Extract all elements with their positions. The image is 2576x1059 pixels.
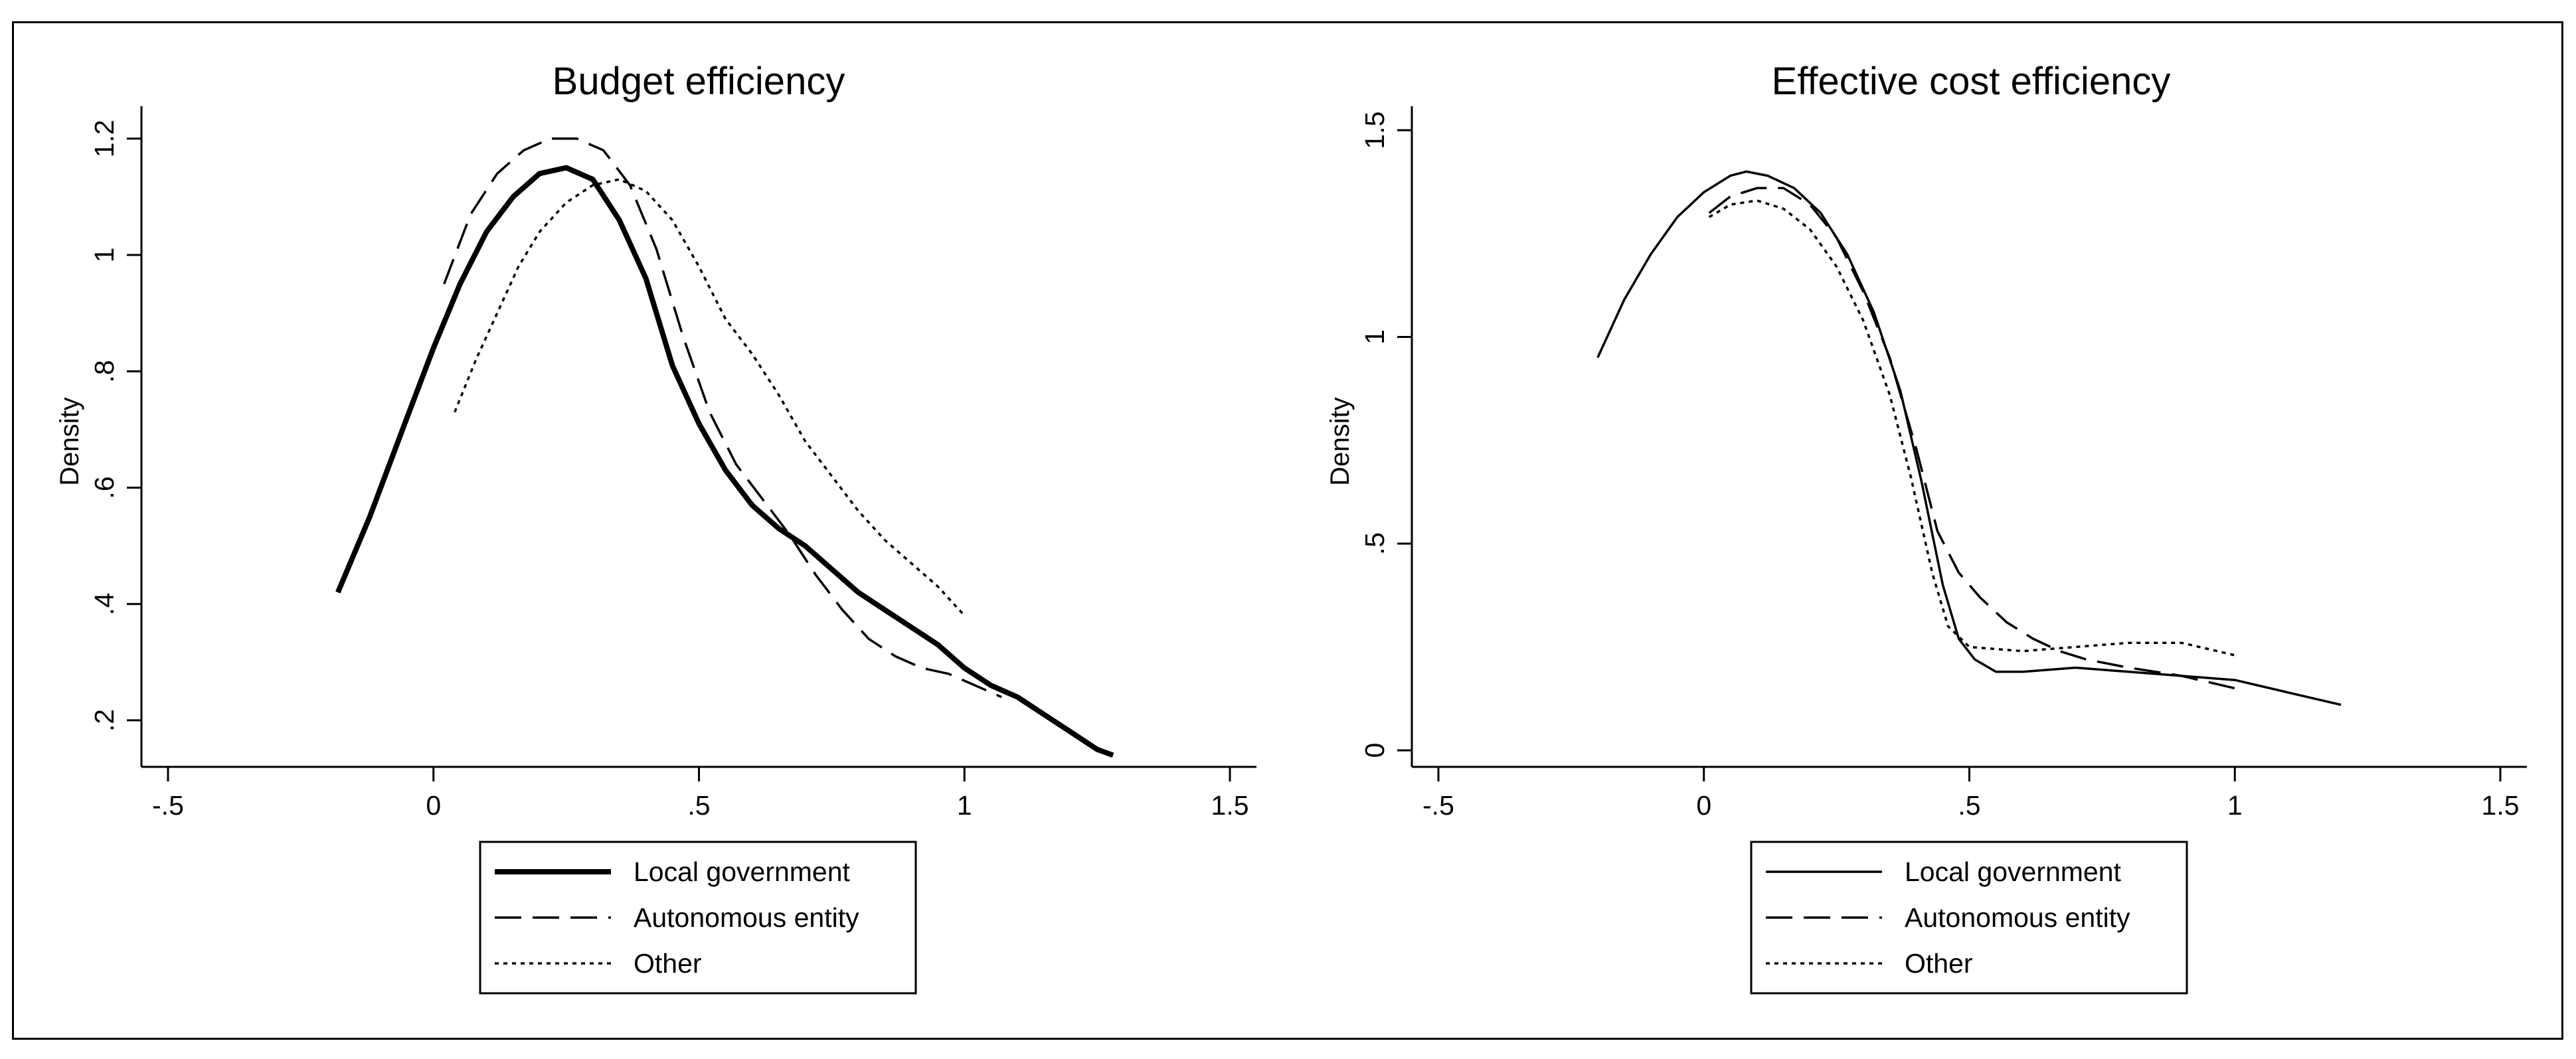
series-line-other — [1708, 199, 2235, 657]
y-tick-label: .4 — [89, 593, 120, 615]
x-tick-label: .5 — [687, 790, 710, 821]
series-line-other — [454, 178, 966, 617]
x-tick-label: 1 — [957, 790, 972, 821]
series-line-autonomous-entity — [1708, 187, 2235, 690]
legend-label-local-government: Local government — [1905, 856, 2122, 887]
legend-label-local-government: Local government — [634, 856, 851, 887]
x-tick-label: 1 — [2227, 790, 2243, 821]
x-tick-label: 0 — [426, 790, 441, 821]
y-axis-label: Density — [1326, 397, 1355, 485]
legend-label-other: Other — [634, 948, 702, 979]
x-tick-label: .5 — [1958, 790, 1980, 821]
y-tick-label: .5 — [1359, 532, 1390, 555]
y-tick-label: .6 — [89, 476, 120, 499]
y-tick-label: .8 — [89, 360, 120, 382]
x-tick-label: -.5 — [152, 790, 184, 821]
legend-label-autonomous-entity: Autonomous entity — [634, 902, 859, 933]
y-tick-label: 1 — [1359, 329, 1390, 345]
x-tick-label: 0 — [1696, 790, 1711, 821]
legend-label-autonomous-entity: Autonomous entity — [1905, 902, 2130, 933]
series-line-local-government — [1596, 170, 2342, 706]
y-tick-label: 0 — [1359, 743, 1390, 758]
y-axis-label: Density — [55, 397, 84, 485]
series-line-local-government — [335, 165, 1114, 758]
budget-efficiency-chart: Budget efficiency Density -.5 0 .5 1 1.5 .2 .4… — [55, 60, 1256, 995]
figure-frame — [12, 21, 2563, 1040]
chart-title: Effective cost efficiency — [1772, 60, 2171, 103]
legend: Local government Autonomous entity Other — [1750, 841, 2188, 995]
y-tick-label: 1.5 — [1359, 112, 1390, 149]
effective-cost-efficiency-chart: Effective cost efficiency Density -.5 0 .5… — [1326, 60, 2527, 995]
chart-title: Budget efficiency — [553, 60, 845, 103]
x-tick-label: 1.5 — [1211, 790, 1249, 821]
y-tick-label: .2 — [89, 709, 120, 732]
legend: Local government Autonomous entity Other — [479, 841, 917, 995]
series-line-autonomous-entity — [443, 137, 1002, 698]
x-tick-label: 1.5 — [2482, 790, 2520, 821]
legend-label-other: Other — [1905, 948, 1973, 979]
y-tick-label: 1 — [89, 248, 120, 263]
y-tick-label: 1.2 — [89, 120, 120, 157]
x-tick-label: -.5 — [1422, 790, 1454, 821]
